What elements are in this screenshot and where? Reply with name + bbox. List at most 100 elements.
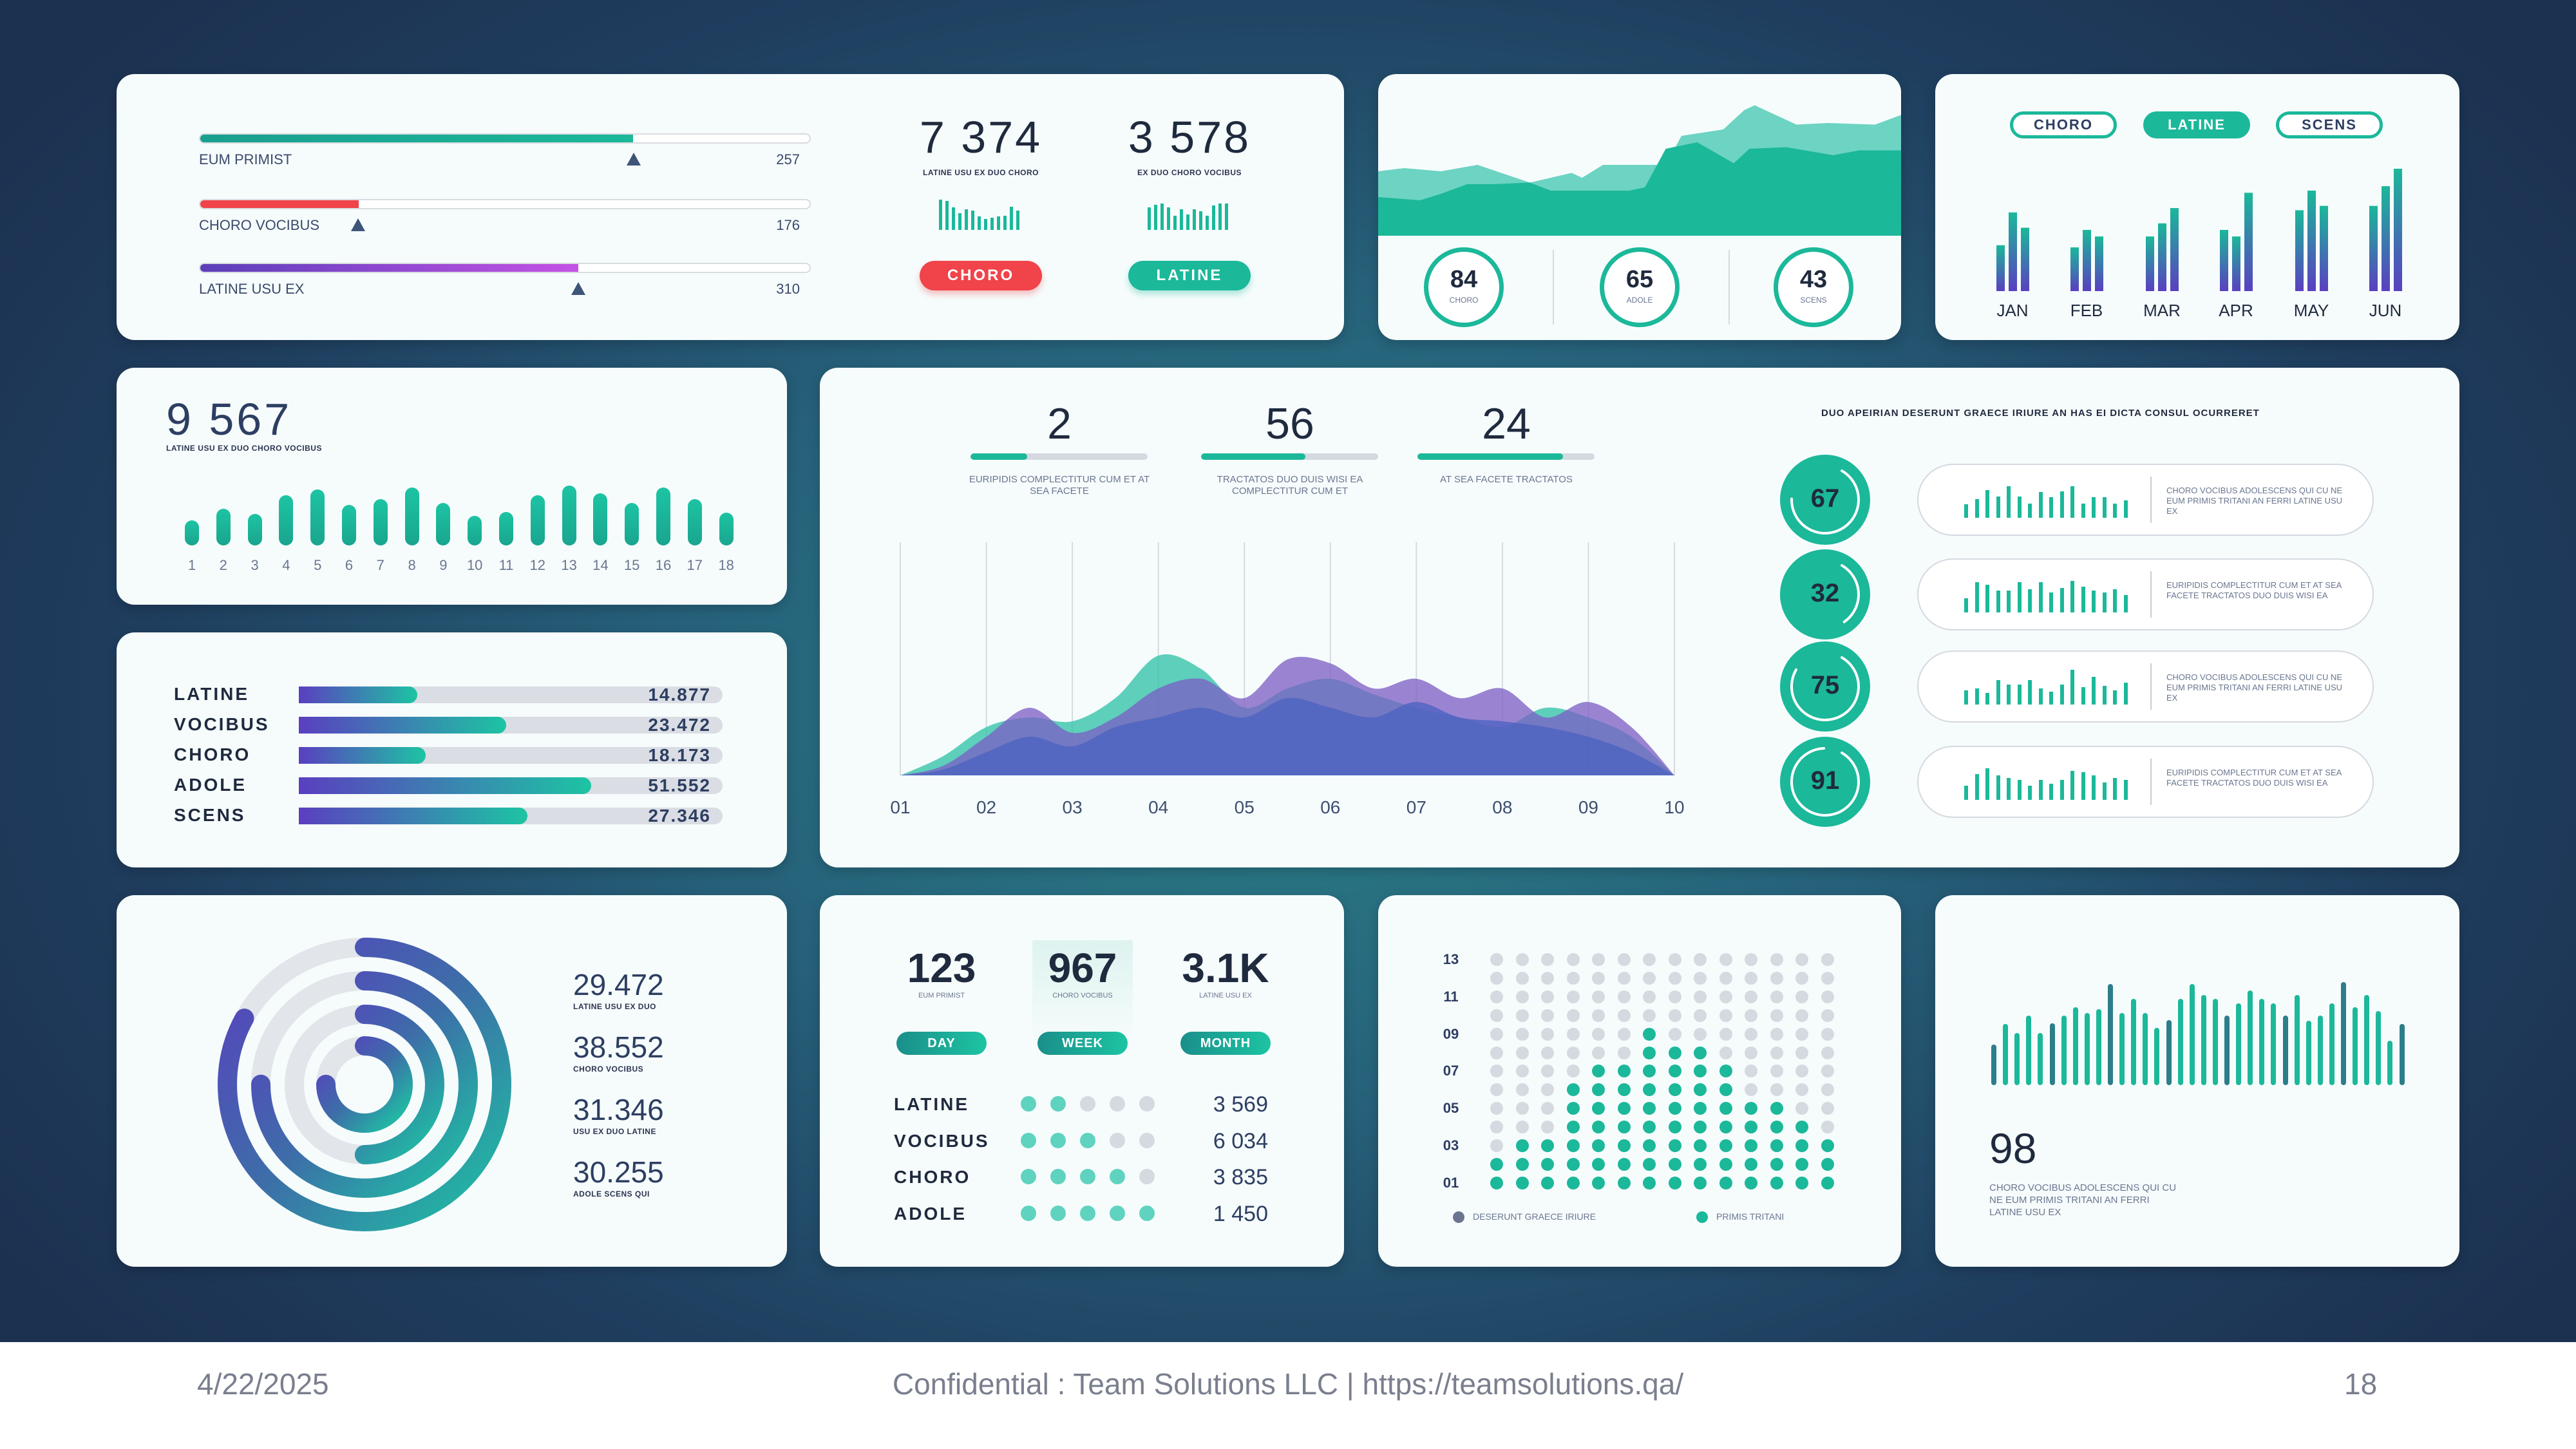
mini-bar bbox=[945, 201, 949, 230]
signal-bar bbox=[2201, 995, 2206, 1085]
hbar-value: 18.173 bbox=[648, 745, 711, 765]
month-bar bbox=[2382, 186, 2390, 291]
footer-confidential: Confidential : Team Solutions LLC | http… bbox=[892, 1367, 1684, 1401]
signal-bar bbox=[2224, 1016, 2230, 1085]
matrix-dot bbox=[1770, 1121, 1783, 1134]
matrix-dot bbox=[1821, 1139, 1834, 1152]
signal-bar bbox=[2038, 1033, 2043, 1085]
matrix-dot bbox=[1694, 990, 1707, 1003]
hbar-label: LATINE bbox=[174, 684, 250, 704]
mini-bar bbox=[984, 219, 987, 230]
footer-date: 4/22/2025 bbox=[197, 1367, 329, 1401]
hbar-track: 27.346 bbox=[299, 807, 723, 825]
signal-bar bbox=[2259, 999, 2265, 1085]
rating-dot bbox=[1080, 1096, 1095, 1112]
matrix-dot bbox=[1770, 953, 1783, 966]
period-button-day[interactable]: DAY bbox=[896, 1032, 987, 1055]
filter-pill-scens[interactable]: SCENS bbox=[2276, 111, 2383, 138]
stat-button-latine[interactable]: LATINE bbox=[1128, 261, 1251, 290]
pill-bar bbox=[2123, 500, 2128, 518]
month-bar bbox=[2083, 230, 2091, 291]
day-bar bbox=[404, 488, 419, 545]
period-value: 123 bbox=[907, 945, 976, 991]
matrix-dot bbox=[1770, 1139, 1783, 1152]
total-label: LATINE USU EX DUO CHORO VOCIBUS bbox=[166, 444, 322, 453]
matrix-dot bbox=[1541, 1046, 1554, 1059]
rating-value: 1 450 bbox=[1213, 1201, 1268, 1226]
matrix-dot bbox=[1668, 1102, 1681, 1115]
wave-stat-fill bbox=[1417, 453, 1563, 460]
matrix-dot bbox=[1668, 1157, 1681, 1171]
matrix-dot bbox=[1643, 1083, 1656, 1097]
rating-dot bbox=[1050, 1169, 1066, 1184]
stat-button-choro[interactable]: CHORO bbox=[920, 261, 1042, 290]
day-label: 18 bbox=[718, 557, 734, 573]
x-tick-label: 10 bbox=[1664, 797, 1684, 817]
ring-label: USU EX DUO LATINE bbox=[573, 1127, 656, 1136]
x-tick-label: 03 bbox=[1063, 797, 1083, 817]
pill-bar bbox=[2081, 772, 2085, 800]
matrix-dot bbox=[1770, 1046, 1783, 1059]
rating-dot bbox=[1139, 1132, 1155, 1148]
x-tick-label: 07 bbox=[1406, 797, 1426, 817]
matrix-dot bbox=[1770, 1009, 1783, 1022]
pill-bar bbox=[2070, 771, 2074, 800]
pill-bar bbox=[1975, 498, 1979, 518]
matrix-dot bbox=[1795, 1065, 1808, 1078]
pill-bar bbox=[1964, 504, 1968, 518]
rating-dot bbox=[1080, 1169, 1095, 1184]
rating-label: LATINE bbox=[894, 1094, 970, 1114]
gauge-arc bbox=[1790, 465, 1860, 535]
matrix-dot bbox=[1719, 1083, 1732, 1097]
signal-bar bbox=[2177, 999, 2183, 1085]
period-button-week[interactable]: WEEK bbox=[1037, 1032, 1128, 1055]
matrix-dot bbox=[1617, 971, 1631, 985]
progress-fill bbox=[200, 200, 359, 208]
month-bar bbox=[1996, 245, 2005, 291]
matrix-dot bbox=[1643, 1027, 1656, 1041]
matrix-dot bbox=[1541, 1083, 1554, 1097]
filter-pill-choro[interactable]: CHORO bbox=[2010, 111, 2117, 138]
marker-triangle-icon bbox=[351, 218, 365, 231]
monthly-bars-card: CHORO LATINE SCENS JAN FEB MAR APR MAY JUN bbox=[1935, 74, 2459, 340]
rating-dot bbox=[1139, 1205, 1155, 1221]
period-button-month[interactable]: MONTH bbox=[1180, 1032, 1271, 1055]
area-series bbox=[1378, 142, 1901, 236]
pill-bar bbox=[2113, 690, 2117, 705]
matrix-dot bbox=[1643, 1121, 1656, 1134]
matrix-dot bbox=[1694, 1027, 1707, 1041]
matrix-dot bbox=[1490, 971, 1503, 985]
matrix-dot bbox=[1592, 1176, 1605, 1189]
footer: 4/22/2025 Confidential : Team Solutions … bbox=[0, 1342, 2576, 1449]
pill-bar bbox=[2017, 684, 2022, 705]
matrix-dot bbox=[1795, 1139, 1808, 1152]
pill-divider bbox=[2150, 759, 2152, 805]
matrix-dot bbox=[1745, 1046, 1757, 1059]
matrix-dot bbox=[1719, 1102, 1732, 1115]
matrix-dot bbox=[1515, 1176, 1529, 1189]
pill-bar bbox=[1964, 598, 1968, 612]
matrix-dot bbox=[1694, 1157, 1707, 1171]
signal-bar bbox=[2387, 1041, 2393, 1085]
pill-bar bbox=[2092, 591, 2096, 612]
period-value: 967 bbox=[1048, 945, 1117, 991]
matrix-dot bbox=[1719, 953, 1732, 966]
matrix-dot bbox=[1694, 1139, 1707, 1152]
matrix-dot bbox=[1668, 1121, 1681, 1134]
signal-bar bbox=[2399, 1024, 2405, 1085]
matrix-dot bbox=[1643, 1176, 1656, 1189]
day-bar bbox=[687, 499, 702, 545]
filter-pill-latine[interactable]: LATINE bbox=[2143, 111, 2250, 138]
mini-bar bbox=[1186, 214, 1189, 230]
circle-value: 84 bbox=[1450, 266, 1478, 293]
pill-bar bbox=[2038, 688, 2043, 705]
matrix-dot bbox=[1515, 1065, 1529, 1078]
matrix-dot bbox=[1515, 1046, 1529, 1059]
signal-bar bbox=[2329, 1003, 2334, 1085]
rating-dot bbox=[1110, 1096, 1125, 1112]
circle-label: CHORO bbox=[1449, 296, 1479, 305]
matrix-dot bbox=[1668, 1065, 1681, 1078]
matrix-dot bbox=[1490, 1046, 1503, 1059]
matrix-dot bbox=[1566, 971, 1580, 985]
mini-bar bbox=[1160, 204, 1164, 230]
